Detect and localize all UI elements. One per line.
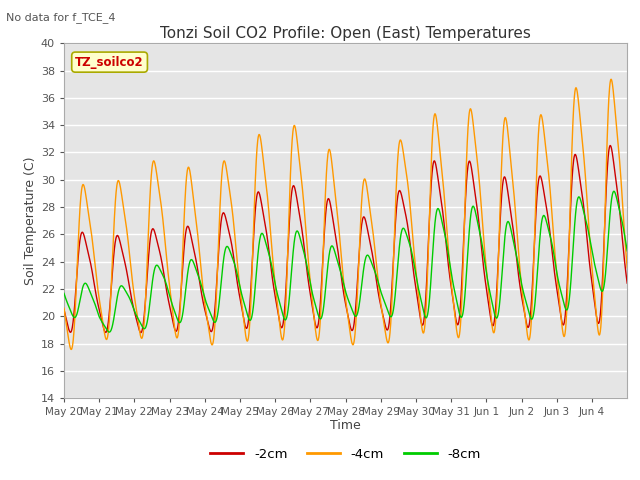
Legend: -2cm, -4cm, -8cm: -2cm, -4cm, -8cm [205, 443, 486, 467]
Y-axis label: Soil Temperature (C): Soil Temperature (C) [24, 156, 36, 285]
Text: No data for f_TCE_4: No data for f_TCE_4 [6, 12, 116, 23]
Text: TZ_soilco2: TZ_soilco2 [76, 56, 144, 69]
Title: Tonzi Soil CO2 Profile: Open (East) Temperatures: Tonzi Soil CO2 Profile: Open (East) Temp… [160, 25, 531, 41]
X-axis label: Time: Time [330, 419, 361, 432]
